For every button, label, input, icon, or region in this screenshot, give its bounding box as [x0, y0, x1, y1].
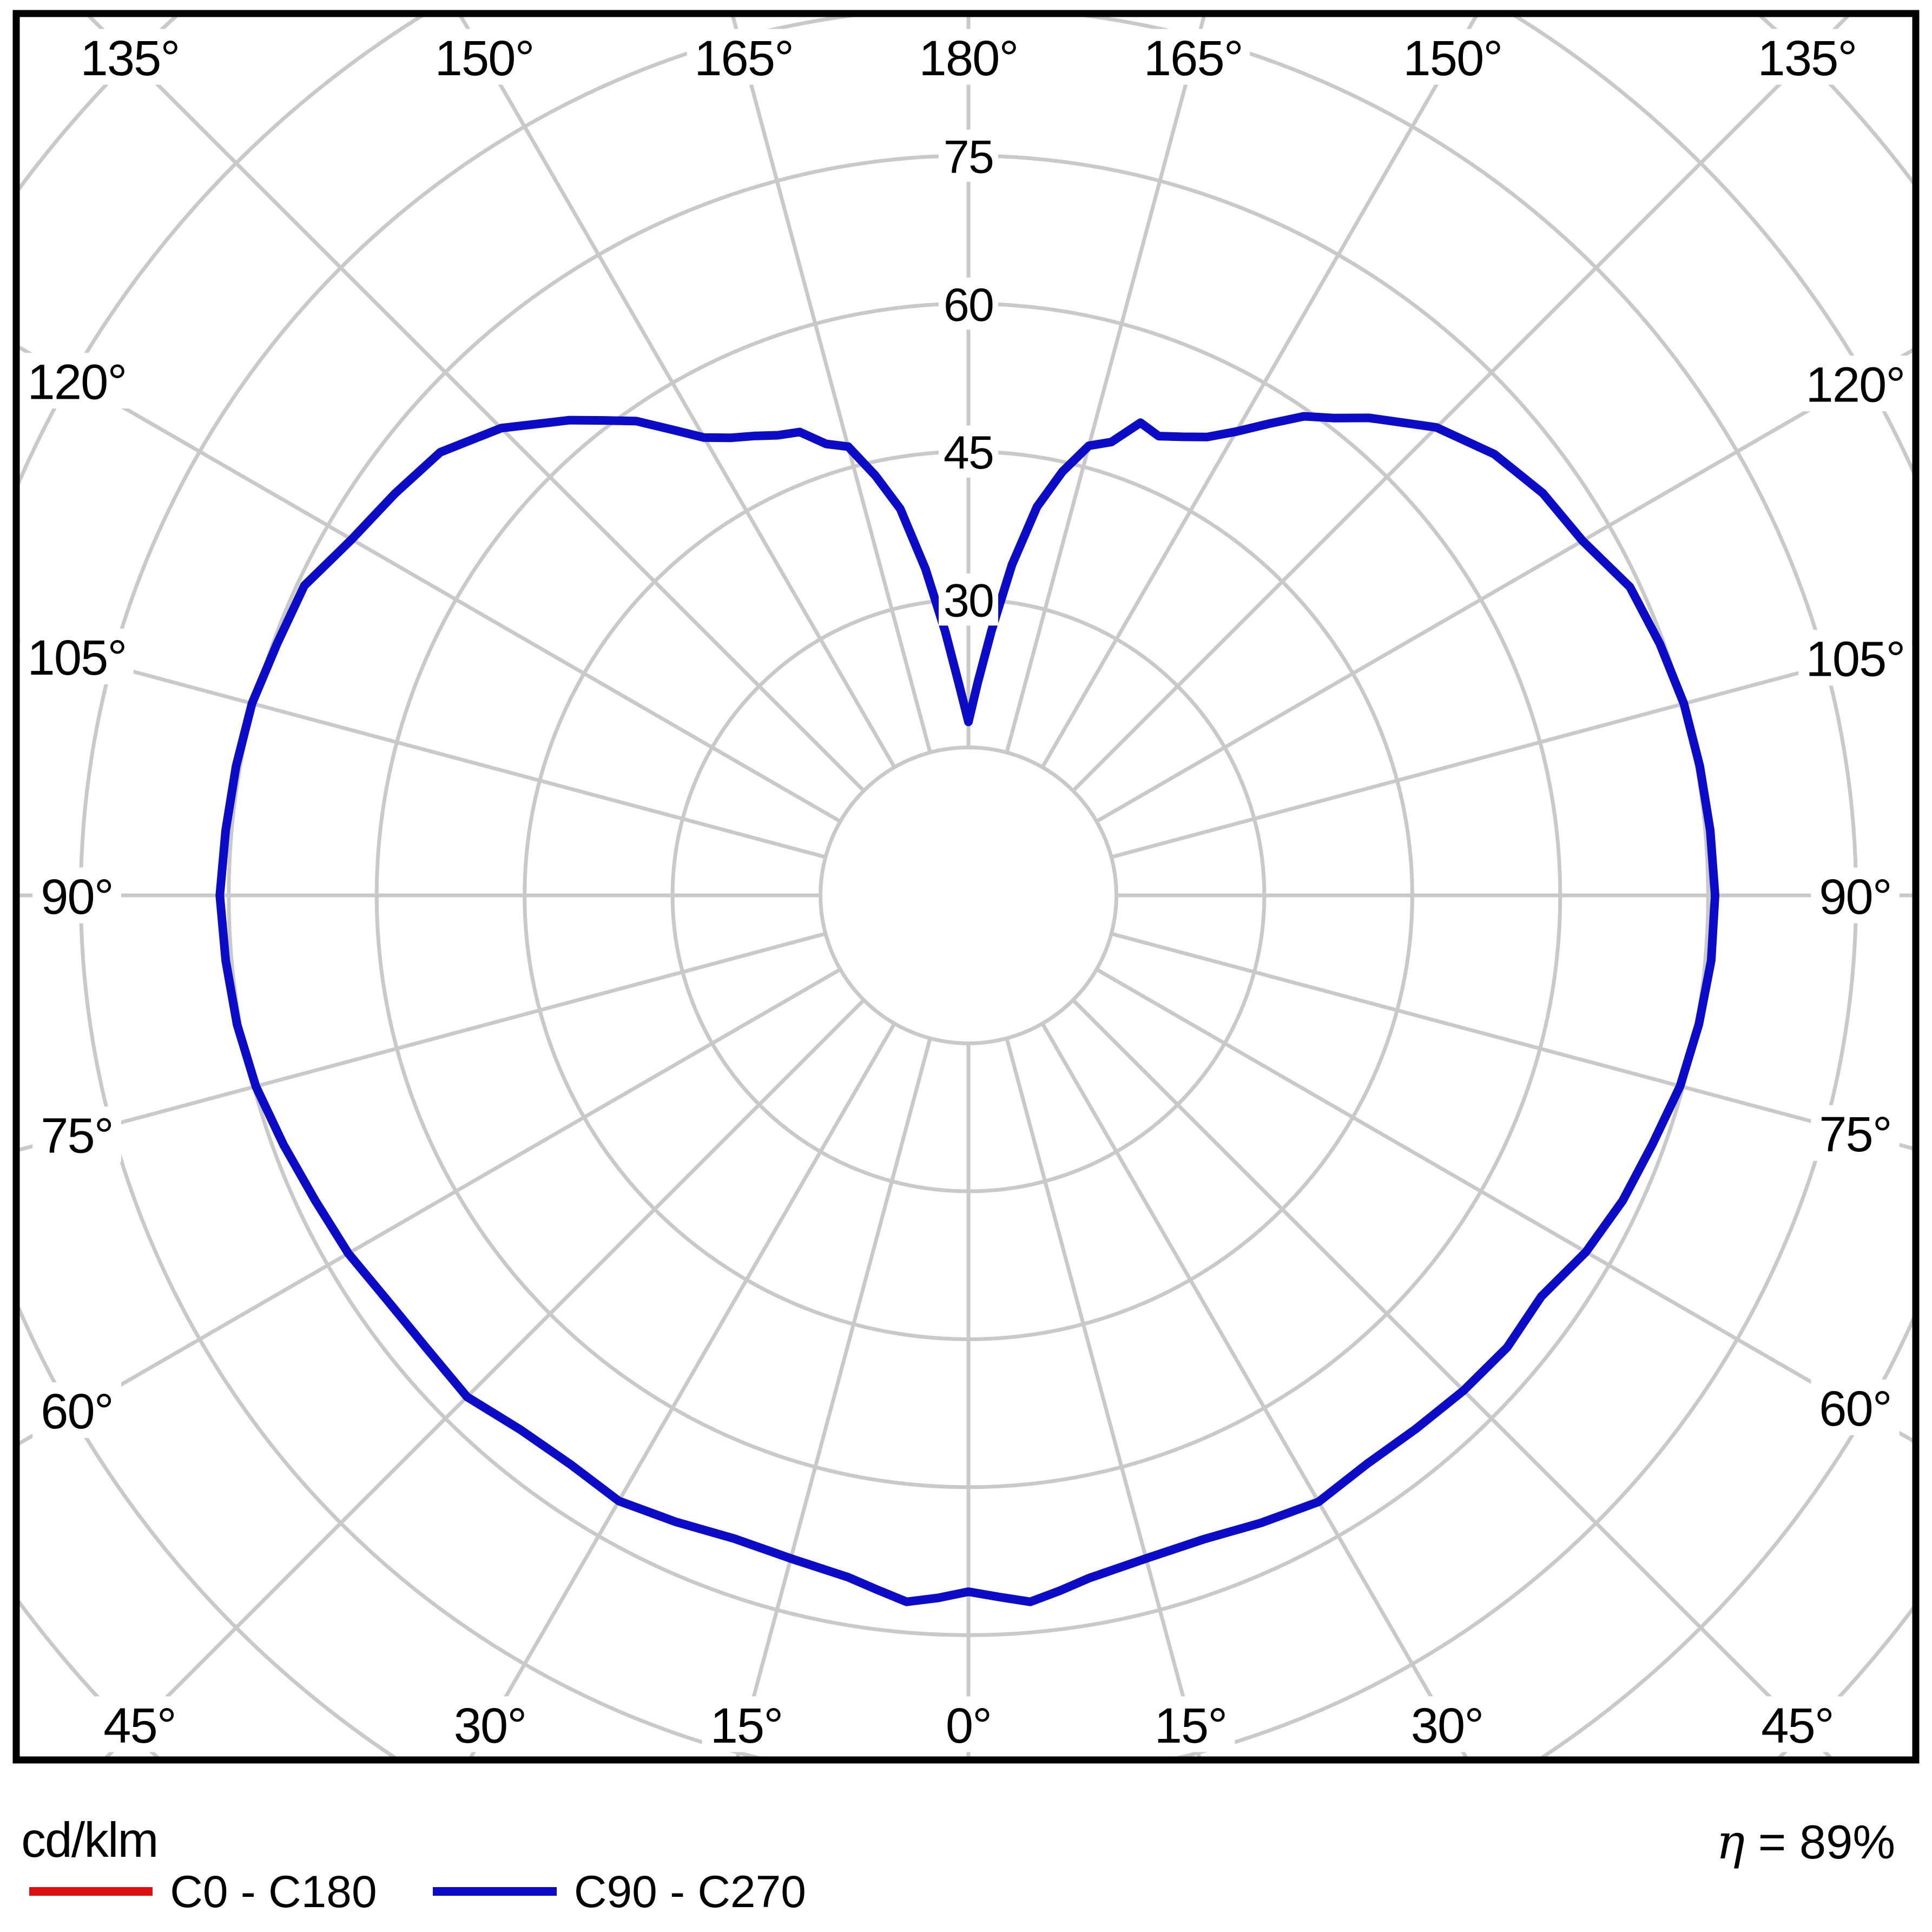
- svg-text:60°: 60°: [1819, 1381, 1891, 1436]
- svg-text:165°: 165°: [1144, 31, 1243, 86]
- svg-text:60: 60: [944, 279, 993, 331]
- grid-spoke-225: [84, 14, 866, 793]
- units-label: cd/klm: [21, 1812, 159, 1868]
- svg-text:105°: 105°: [28, 630, 127, 685]
- svg-text:45: 45: [944, 427, 993, 479]
- svg-text:165°: 165°: [694, 31, 793, 86]
- legend: C0 - C180 C90 - C270: [29, 1865, 862, 1918]
- svg-text:15°: 15°: [1155, 1698, 1227, 1753]
- grid-spoke-315: [101, 998, 866, 1760]
- svg-text:75°: 75°: [41, 1108, 113, 1163]
- legend-swatch-c0-c180: [29, 1887, 153, 1896]
- grid-spoke-30: [1040, 1023, 1470, 1760]
- svg-text:180°: 180°: [919, 31, 1018, 86]
- grid-labels: 30 45 60 75 0° 15° 15° 30° 30° 45° 45° 60° 60° 75° 75°…: [20, 29, 1912, 1753]
- grid-spoke-255: [16, 638, 826, 859]
- curve-C90-C270: [215, 412, 1719, 1606]
- grid-spoke-135: [1071, 14, 1853, 793]
- svg-text:150°: 150°: [435, 31, 534, 86]
- legend-label-c0-c180: C0 - C180: [170, 1865, 377, 1917]
- grid-spoke-15: [1005, 1038, 1202, 1760]
- svg-text:135°: 135°: [81, 31, 180, 86]
- svg-text:45°: 45°: [1761, 1698, 1834, 1753]
- svg-text:30°: 30°: [454, 1698, 526, 1753]
- grid-spoke-330: [467, 1023, 896, 1760]
- grid-spoke-195: [730, 14, 932, 753]
- grid-spoke-285: [16, 932, 826, 1153]
- grid-spoke-45: [1071, 998, 1836, 1760]
- svg-text:30: 30: [944, 575, 993, 627]
- grid-spoke-165: [1005, 14, 1207, 753]
- svg-text:150°: 150°: [1403, 31, 1502, 86]
- svg-text:120°: 120°: [1806, 357, 1905, 412]
- efficiency-label: η = 89%: [1716, 1814, 1896, 1870]
- grid-spoke-75: [1111, 932, 1916, 1151]
- svg-text:105°: 105°: [1806, 632, 1905, 687]
- svg-text:45°: 45°: [103, 1698, 176, 1753]
- svg-text:0°: 0°: [946, 1698, 991, 1753]
- svg-text:90°: 90°: [41, 869, 113, 925]
- grid-spoke-345: [735, 1038, 932, 1760]
- grid-spoke-105: [1111, 639, 1916, 859]
- svg-text:75: 75: [944, 131, 993, 183]
- legend-label-c90-c270: C90 - C270: [573, 1865, 806, 1917]
- legend-swatch-c90-c270: [433, 1887, 557, 1896]
- svg-text:30°: 30°: [1411, 1698, 1483, 1753]
- svg-text:90°: 90°: [1819, 869, 1891, 925]
- svg-text:120°: 120°: [28, 354, 127, 410]
- svg-text:135°: 135°: [1758, 31, 1857, 86]
- curves: [215, 412, 1719, 1606]
- plot-border: [12, 10, 1920, 1764]
- svg-text:60°: 60°: [41, 1384, 113, 1439]
- svg-text:15°: 15°: [710, 1698, 783, 1753]
- svg-text:75°: 75°: [1819, 1107, 1891, 1162]
